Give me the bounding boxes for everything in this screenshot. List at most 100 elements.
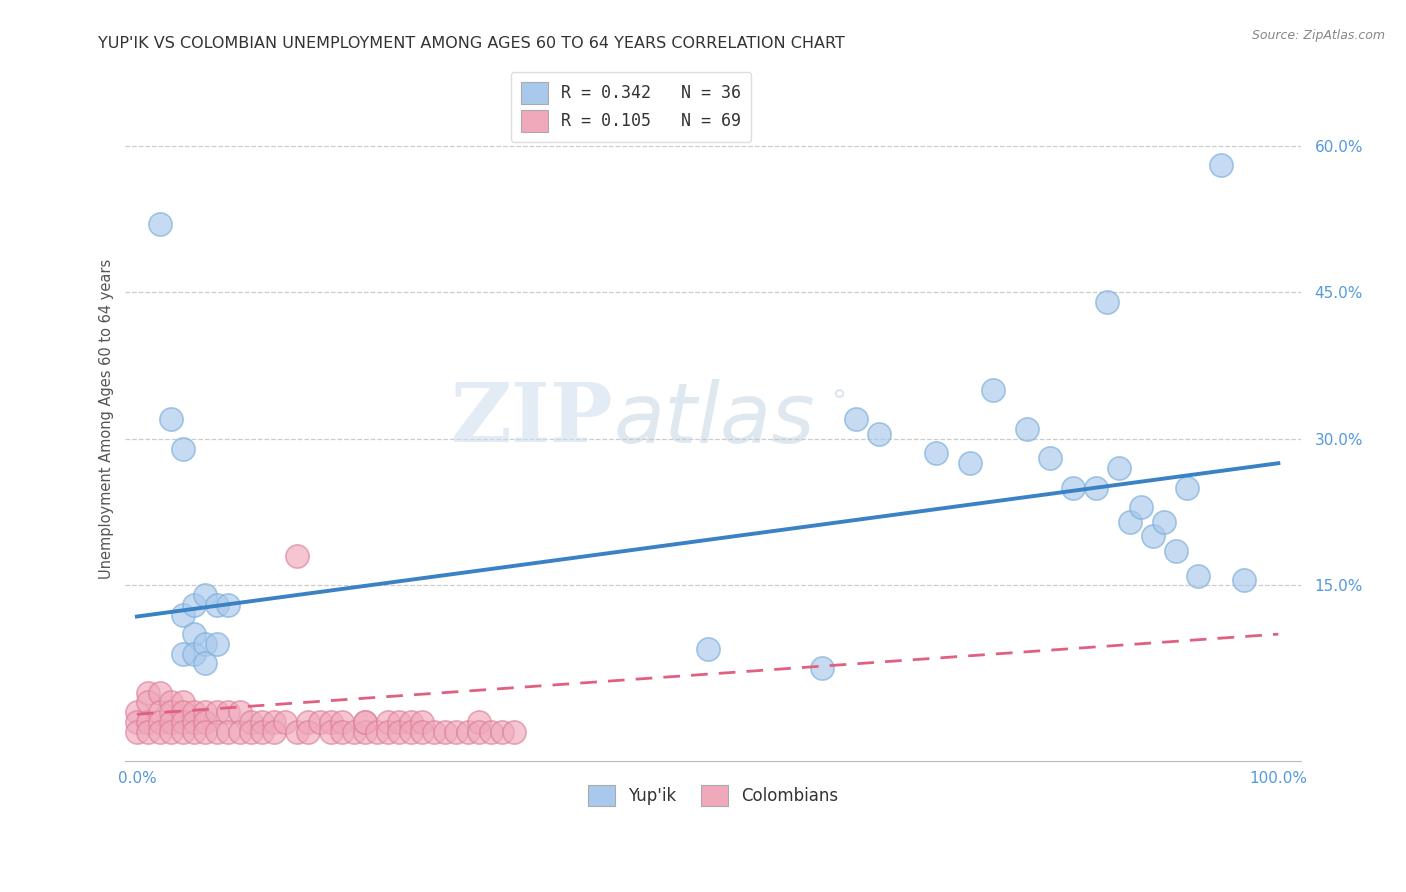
Point bbox=[240, 724, 263, 739]
Point bbox=[399, 714, 422, 729]
Point bbox=[399, 724, 422, 739]
Point bbox=[172, 647, 194, 661]
Point bbox=[125, 714, 148, 729]
Point bbox=[696, 641, 718, 656]
Point bbox=[388, 724, 411, 739]
Point bbox=[149, 217, 172, 231]
Point bbox=[183, 714, 205, 729]
Point bbox=[354, 714, 377, 729]
Point bbox=[172, 714, 194, 729]
Point bbox=[172, 724, 194, 739]
Point bbox=[149, 686, 172, 700]
Point bbox=[136, 686, 159, 700]
Point bbox=[810, 661, 832, 675]
Point bbox=[194, 657, 217, 671]
Point bbox=[868, 426, 890, 441]
Point bbox=[194, 637, 217, 651]
Point bbox=[422, 724, 444, 739]
Point bbox=[149, 724, 172, 739]
Point bbox=[1017, 422, 1039, 436]
Point bbox=[377, 714, 399, 729]
Point bbox=[308, 714, 330, 729]
Point bbox=[285, 724, 308, 739]
Y-axis label: Unemployment Among Ages 60 to 64 years: Unemployment Among Ages 60 to 64 years bbox=[100, 260, 114, 580]
Point bbox=[1211, 158, 1233, 172]
Point bbox=[1187, 568, 1209, 582]
Point bbox=[1095, 295, 1118, 310]
Text: Source: ZipAtlas.com: Source: ZipAtlas.com bbox=[1251, 29, 1385, 42]
Point bbox=[330, 714, 353, 729]
Point bbox=[252, 714, 274, 729]
Text: YUP'IK VS COLOMBIAN UNEMPLOYMENT AMONG AGES 60 TO 64 YEARS CORRELATION CHART: YUP'IK VS COLOMBIAN UNEMPLOYMENT AMONG A… bbox=[98, 36, 845, 51]
Point bbox=[330, 724, 353, 739]
Point bbox=[252, 724, 274, 739]
Point bbox=[319, 714, 342, 729]
Point bbox=[388, 714, 411, 729]
Point bbox=[343, 724, 366, 739]
Point bbox=[411, 714, 433, 729]
Point bbox=[446, 724, 468, 739]
Point bbox=[297, 714, 319, 729]
Point bbox=[205, 598, 228, 612]
Point bbox=[194, 724, 217, 739]
Point bbox=[434, 724, 457, 739]
Text: °: ° bbox=[831, 388, 846, 417]
Point bbox=[845, 412, 868, 426]
Point bbox=[479, 724, 502, 739]
Point bbox=[217, 705, 239, 719]
Point bbox=[217, 598, 239, 612]
Point bbox=[366, 724, 388, 739]
Point bbox=[981, 383, 1004, 397]
Point bbox=[1175, 481, 1198, 495]
Point bbox=[1142, 529, 1164, 543]
Point bbox=[1233, 574, 1256, 588]
Point bbox=[194, 588, 217, 602]
Point bbox=[959, 456, 981, 470]
Point bbox=[319, 724, 342, 739]
Point bbox=[491, 724, 513, 739]
Point bbox=[194, 714, 217, 729]
Point bbox=[136, 724, 159, 739]
Point bbox=[183, 705, 205, 719]
Point bbox=[194, 705, 217, 719]
Point bbox=[502, 724, 524, 739]
Point bbox=[1108, 461, 1130, 475]
Point bbox=[354, 724, 377, 739]
Point bbox=[925, 446, 948, 460]
Point bbox=[1153, 515, 1175, 529]
Point bbox=[354, 714, 377, 729]
Point bbox=[228, 724, 250, 739]
Point bbox=[183, 647, 205, 661]
Point bbox=[160, 714, 183, 729]
Point bbox=[172, 442, 194, 456]
Point bbox=[183, 627, 205, 641]
Point bbox=[228, 705, 250, 719]
Point bbox=[217, 724, 239, 739]
Point bbox=[468, 724, 491, 739]
Point bbox=[205, 637, 228, 651]
Point bbox=[136, 696, 159, 710]
Legend: Yup'ik, Colombians: Yup'ik, Colombians bbox=[579, 776, 846, 814]
Point bbox=[172, 705, 194, 719]
Point bbox=[263, 714, 285, 729]
Point bbox=[160, 705, 183, 719]
Point bbox=[297, 724, 319, 739]
Point bbox=[125, 705, 148, 719]
Point bbox=[205, 705, 228, 719]
Point bbox=[172, 696, 194, 710]
Point bbox=[263, 724, 285, 739]
Point bbox=[1164, 544, 1187, 558]
Point bbox=[149, 705, 172, 719]
Point bbox=[468, 714, 491, 729]
Text: ZIP: ZIP bbox=[451, 379, 613, 459]
Point bbox=[183, 724, 205, 739]
Point bbox=[240, 714, 263, 729]
Point bbox=[160, 696, 183, 710]
Point bbox=[125, 724, 148, 739]
Point bbox=[136, 714, 159, 729]
Point bbox=[1039, 451, 1062, 466]
Point bbox=[274, 714, 297, 729]
Point bbox=[1130, 500, 1153, 515]
Point bbox=[377, 724, 399, 739]
Point bbox=[172, 607, 194, 622]
